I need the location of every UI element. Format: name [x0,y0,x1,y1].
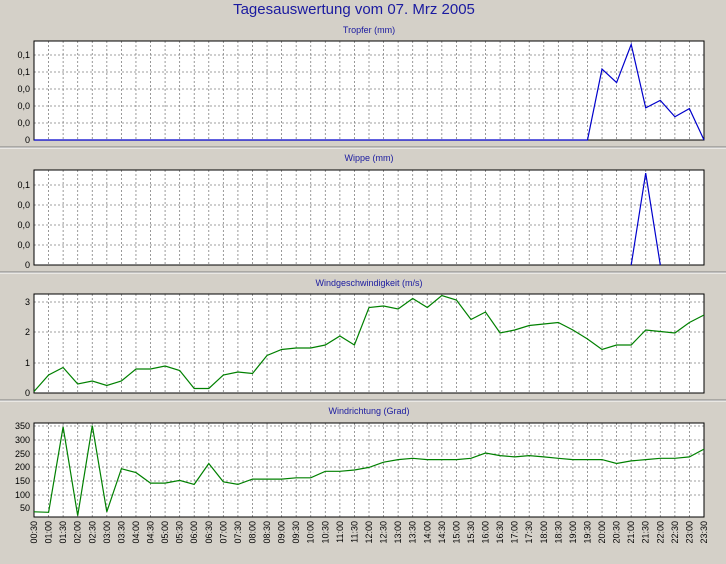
windrichtung-x-tick-label: 22:30 [670,521,680,544]
windrichtung-x-tick-label: 22:00 [655,521,665,544]
windrichtung-x-tick-label: 19:30 [582,521,592,544]
windrichtung-x-tick-label: 14:30 [437,521,447,544]
windrichtung-x-tick-label: 17:30 [524,521,534,544]
windrichtung-x-tick-label: 05:00 [160,521,170,544]
windrichtung-x-tick-label: 10:30 [320,521,330,544]
tropfer-y-tick-label: 0,0 [17,101,30,111]
windrichtung-y-tick-label: 350 [15,421,30,431]
windrichtung-y-tick-label: 150 [15,476,30,486]
wippe-y-tick-label: 0,0 [17,240,30,250]
windrichtung-x-tick-label: 21:30 [641,521,651,544]
windrichtung-x-tick-label: 06:00 [189,521,199,544]
windrichtung-x-tick-label: 09:30 [291,521,301,544]
windrichtung-x-tick-label: 12:30 [379,521,389,544]
windrichtung-x-tick-label: 18:00 [539,521,549,544]
tropfer-panel: Tropfer (mm) 0 0,0 0,0 0,0 0,1 0,1 [0,25,726,149]
page-title: Tagesauswertung vom 07. Mrz 2005 [233,1,475,18]
windrichtung-x-tick-label: 06:30 [204,521,214,544]
windrichtung-x-tick-label: 09:00 [277,521,287,544]
windrichtung-x-tick-label: 05:30 [175,521,185,544]
windrichtung-x-tick-label: 03:00 [102,521,112,544]
windrichtung-x-tick-label: 11:00 [335,521,345,543]
windrichtung-x-tick-label: 02:00 [73,521,83,544]
windrichtung-panel: Windrichtung (Grad) 50 100 150 200 250 300 350 0… [15,406,709,544]
windrichtung-x-tick-label: 04:30 [146,521,156,544]
windrichtung-x-tick-label: 20:00 [597,521,607,544]
wippe-panel: Wippe (mm) 0 0,0 0,0 0,0 0,1 [0,153,726,274]
windrichtung-x-tick-label: 02:30 [87,521,97,544]
windrichtung-x-tick-label: 16:30 [495,521,505,544]
windrichtung-plot-frame [33,422,705,518]
windgeschwindigkeit-y-tick-label: 0 [25,388,30,398]
windrichtung-x-tick-label: 07:30 [233,521,243,544]
wippe-y-tick-label: 0 [25,260,30,270]
windrichtung-x-tick-label: 03:30 [116,521,126,544]
windrichtung-y-tick-label: 300 [15,435,30,445]
windrichtung-x-tick-label: 20:30 [612,521,622,544]
windgeschwindigkeit-plot-frame [33,293,705,394]
windrichtung-x-tick-label: 00:30 [29,521,39,544]
windrichtung-x-tick-label: 10:00 [306,521,316,544]
windgeschwindigkeit-series-line [33,294,705,392]
tropfer-title: Tropfer (mm) [343,25,395,35]
windrichtung-x-tick-label: 19:00 [568,521,578,544]
windgeschwindigkeit-y-tick-label: 2 [25,327,30,337]
windrichtung-x-tick-label: 21:00 [626,521,636,544]
windrichtung-x-tick-label: 14:00 [422,521,432,544]
windrichtung-y-tick-label: 200 [15,462,30,472]
windrichtung-x-tick-label: 01:30 [58,521,68,544]
windrichtung-x-tick-label: 15:00 [451,521,461,544]
windrichtung-plot-area [34,423,704,517]
tropfer-y-tick-label: 0,1 [17,50,30,60]
tropfer-y-tick-label: 0,0 [17,84,30,94]
windrichtung-x-tick-label: 17:00 [510,521,520,544]
windrichtung-x-tick-label: 08:00 [247,521,257,544]
windrichtung-y-tick-label: 250 [15,449,30,459]
windrichtung-series-line [33,425,705,516]
windrichtung-title: Windrichtung (Grad) [328,406,409,416]
wippe-y-tick-label: 0,0 [17,200,30,210]
windrichtung-y-tick-label: 50 [20,503,30,513]
wippe-series-line [630,173,661,266]
windgeschwindigkeit-y-tick-label: 1 [25,358,30,368]
windrichtung-x-tick-label: 11:30 [349,521,359,543]
windrichtung-x-tick-label: 16:00 [481,521,491,544]
tropfer-y-tick-label: 0 [25,135,30,145]
windrichtung-y-tick-label: 100 [15,490,30,500]
tropfer-y-tick-label: 0,0 [17,118,30,128]
windrichtung-x-tick-label: 12:00 [364,521,374,544]
wippe-y-tick-label: 0,1 [17,180,30,190]
windrichtung-x-tick-label: 04:00 [131,521,141,544]
windrichtung-x-tick-label: 18:30 [553,521,563,544]
wippe-plot-frame [33,169,705,266]
windrichtung-x-tick-label: 23:00 [684,521,694,544]
windrichtung-x-tick-label: 15:30 [466,521,476,544]
windrichtung-x-tick-label: 13:00 [393,521,403,544]
windrichtung-x-tick-label: 13:30 [408,521,418,544]
tropfer-series-line [34,42,705,141]
windgeschwindigkeit-panel: Windgeschwindigkeit (m/s) 0 1 2 3 [0,278,726,402]
wippe-title: Wippe (mm) [345,153,394,163]
tropfer-y-tick-label: 0,1 [17,67,30,77]
windgeschwindigkeit-y-tick-label: 3 [25,297,30,307]
windrichtung-x-tick-label: 07:00 [218,521,228,544]
windgeschwindigkeit-title: Windgeschwindigkeit (m/s) [315,278,422,288]
wippe-plot-area [34,170,704,265]
windrichtung-x-tick-label: 23:30 [699,521,709,544]
wippe-y-tick-label: 0,0 [17,220,30,230]
windrichtung-x-tick-label: 08:30 [262,521,272,544]
windrichtung-x-tick-label: 01:00 [44,521,54,544]
